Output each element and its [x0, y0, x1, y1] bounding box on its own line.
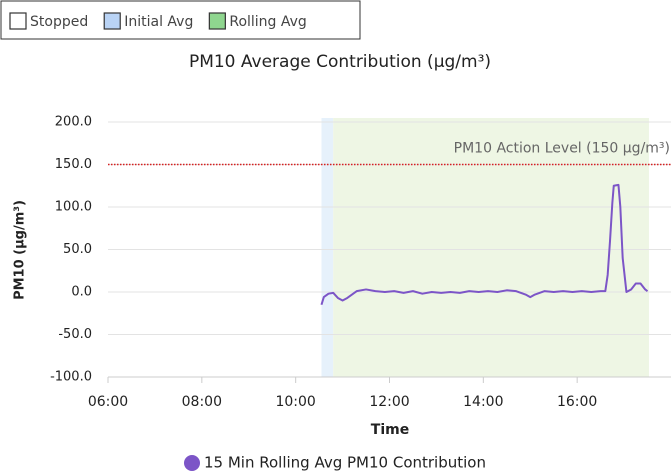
region: [321, 118, 334, 377]
x-tick-label: 16:00: [557, 394, 597, 410]
legend-marker: [184, 455, 200, 471]
series-line: [320, 183, 649, 306]
x-tick-label: 06:00: [88, 394, 128, 410]
legend-swatch: [208, 12, 226, 30]
y-tick-label: 150.0: [55, 157, 92, 172]
threshold-label: PM10 Action Level (150 µg/m³): [454, 141, 670, 157]
x-axis-label: Time: [371, 422, 409, 438]
legend-label: Rolling Avg: [229, 14, 306, 30]
y-tick-label: 0.0: [71, 285, 92, 300]
legend-swatch: [103, 12, 121, 30]
legend-frame: [0, 0, 361, 40]
x-tick-label: 08:00: [182, 394, 222, 410]
region: [333, 118, 649, 377]
legend-label: Stopped: [30, 14, 88, 30]
legend-label: Initial Avg: [124, 14, 193, 30]
x-tick-label: 12:00: [369, 394, 409, 410]
y-axis-label: PM10 (µg/m³): [13, 200, 28, 300]
chart-title: PM10 Average Contribution (µg/m³): [189, 52, 491, 72]
y-tick-label: 200.0: [55, 115, 92, 130]
x-tick-label: 10:00: [275, 394, 315, 410]
y-tick-label: 50.0: [63, 242, 92, 257]
legend-label: 15 Min Rolling Avg PM10 Contribution: [204, 454, 486, 472]
y-tick-label: -100.0: [50, 370, 92, 385]
legend-swatch: [9, 12, 27, 30]
y-tick-label: 100.0: [55, 200, 92, 215]
y-tick-label: -50.0: [58, 327, 92, 342]
x-tick-label: 14:00: [463, 394, 503, 410]
